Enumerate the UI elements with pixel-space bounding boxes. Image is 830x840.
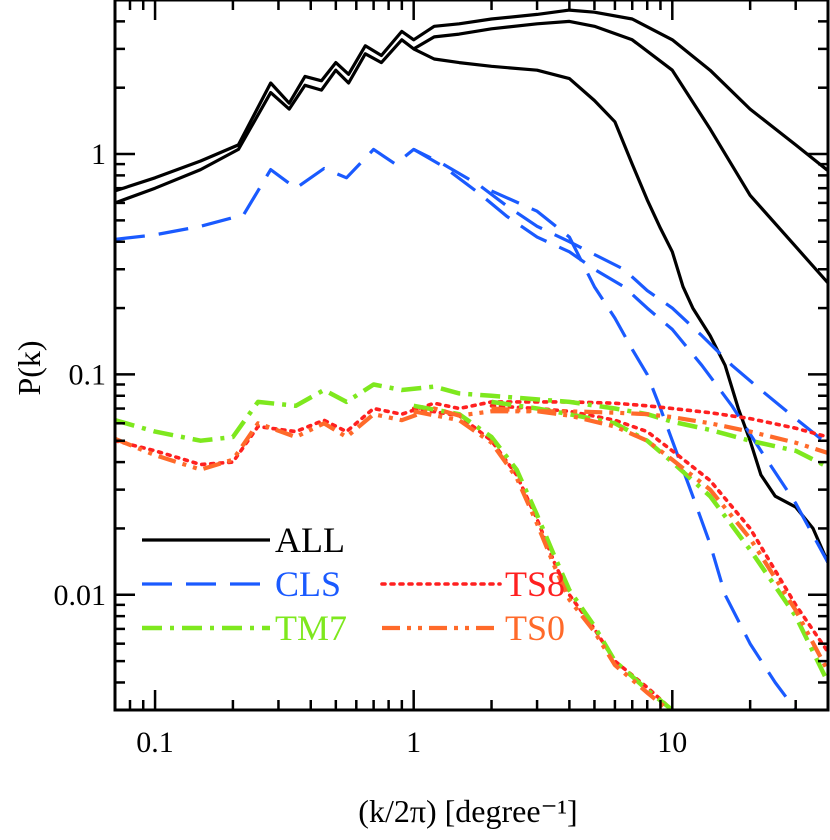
series-line-ts0 [115,406,828,472]
series-line-cls [115,147,828,446]
legend-label-tm7: TM7 [275,608,347,648]
y-tick-label-2: 1 [91,138,106,171]
x-tick-label-2: 10 [657,726,687,759]
series-line-ts8-3 [411,406,675,710]
series-line-cls-2 [412,148,828,564]
series-line-tm7 [115,382,828,470]
series-line-ts0-2 [491,406,828,673]
tick-layer [113,0,830,712]
x-tick-label-0: 0.1 [136,726,174,759]
series-layer [115,8,828,710]
legend-label-ts8: TS8 [505,564,565,604]
plot-frame [113,0,830,712]
tick-label-layer: 0.1 1 10 0.01 0.1 1 [54,138,688,759]
series-line-tm7-3 [413,403,674,710]
x-tick-label-1: 1 [406,726,421,759]
series-line-all [115,8,828,193]
series-line-all-2 [115,19,828,285]
y-axis-title: P(k) [11,340,47,395]
x-axis-title: (k/2π) [degree⁻¹] [358,793,577,829]
legend-label-all: ALL [275,520,345,560]
y-tick-label-0: 0.01 [54,579,107,612]
series-line-tm7-2 [491,399,828,684]
legend-label-cls: CLS [275,564,341,604]
series-line-ts0-3 [413,409,672,710]
y-tick-label-1: 0.1 [69,358,107,391]
series-line-all-3 [412,47,828,564]
legend-label-ts0: TS0 [505,608,565,648]
